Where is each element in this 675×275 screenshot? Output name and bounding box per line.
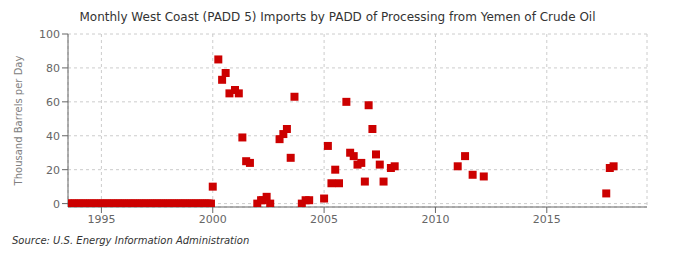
svg-text:20: 20 — [46, 164, 60, 177]
html-text:Source: U.S. Energy Informatio: Source: U.S. Energy Information Administ… — [12, 235, 250, 246]
svg-text:0: 0 — [53, 198, 60, 211]
svg-text:2010: 2010 — [421, 213, 449, 226]
svg-text:60: 60 — [46, 96, 60, 109]
svg-text:2005: 2005 — [310, 213, 338, 226]
svg-text:2000: 2000 — [199, 213, 227, 226]
svg-text:1995: 1995 — [87, 213, 115, 226]
svg-text:2015: 2015 — [533, 213, 561, 226]
svg-text:40: 40 — [46, 130, 60, 143]
svg-text:Thousand Barrels per Day: Thousand Barrels per Day — [13, 56, 24, 187]
svg-text:80: 80 — [46, 62, 60, 75]
svg-text:100: 100 — [39, 28, 60, 41]
html-text:Monthly West Coast (PADD 5) Im: Monthly West Coast (PADD 5) Imports by P… — [79, 10, 596, 24]
